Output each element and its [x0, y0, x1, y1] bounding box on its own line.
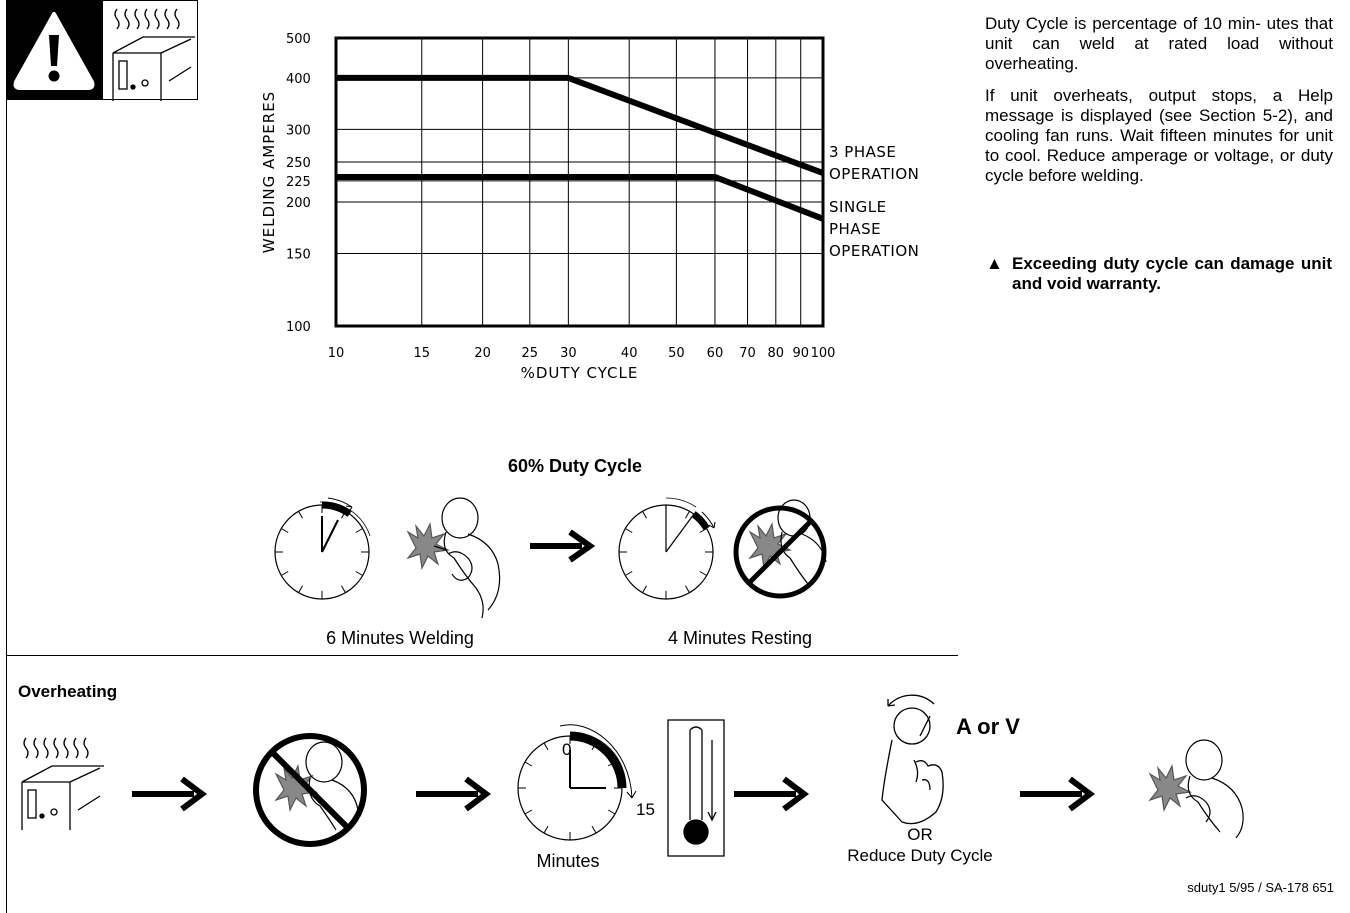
clock-tick [642, 511, 647, 519]
caution-text: Exceeding duty cycle can damage unit and… [1012, 254, 1332, 293]
hot-machine-icon [21, 737, 104, 830]
duty-cycle-description: Duty Cycle is percentage of 10 min- utes… [985, 14, 1333, 198]
chart-y-tick-label: 200 [286, 196, 311, 211]
clock-tick [642, 585, 647, 593]
chart-x-tick-label: 60 [707, 346, 724, 361]
chart-x-ticks: 10 15 20 25 30 40 50 60 70 80 90 100 [328, 346, 836, 361]
hot-machine-icon [112, 8, 195, 101]
welder-icon [1148, 739, 1244, 839]
chart-x-tick-label: 20 [474, 346, 491, 361]
chart-y-tick-label: 250 [286, 156, 311, 171]
arrow-right-icon [734, 776, 809, 812]
chart-y-tick-label: 150 [286, 247, 311, 262]
arrow-right-icon [132, 776, 207, 812]
chart-x-tick-label: 25 [522, 346, 539, 361]
description-paragraph-2: If unit overheats, output stops, a Help … [985, 86, 1333, 185]
no-welding-icon [253, 733, 367, 847]
chart-series-group [336, 74, 825, 222]
page-left-border [6, 0, 7, 913]
arrow-right-icon [530, 529, 596, 563]
clock-tick [281, 571, 289, 576]
chart-y-tick-label: 500 [286, 32, 311, 47]
hot-machine-icon-box [102, 0, 198, 101]
clock-tick [543, 825, 549, 834]
section-divider [6, 655, 958, 656]
chart-series-line [336, 74, 825, 176]
chart-series-label: OPERATION [829, 165, 919, 183]
chart-x-axis-label: %DUTY CYCLE [521, 364, 639, 382]
warning-icon-box [6, 0, 102, 100]
document-reference: sduty1 5/95 / SA-178 651 [1187, 880, 1334, 895]
arrow-right-icon [1020, 776, 1095, 812]
hand-knob-icon [881, 694, 944, 825]
chart-series-line [336, 173, 825, 222]
arrow-right-icon [416, 776, 491, 812]
chart-series-label: SINGLE [829, 198, 887, 216]
chart-y-tick-label: 100 [286, 320, 311, 335]
timer-clock-icon [517, 724, 637, 841]
clock-tick [607, 809, 616, 815]
clock-tick [685, 511, 690, 519]
duty-cycle-illustration [274, 497, 827, 619]
clock-tick [341, 585, 346, 593]
chart-series-labels: 3 PHASE OPERATION SINGLE PHASE OPERATION [829, 143, 919, 260]
clock-tick [699, 571, 707, 576]
description-paragraph-1: Duty Cycle is percentage of 10 min- utes… [985, 14, 1333, 73]
clock-tick [298, 511, 303, 519]
clock-tick [524, 809, 533, 815]
overheating-illustration [21, 694, 1244, 857]
chart-x-tick-label: 30 [560, 346, 577, 361]
clock-tick [281, 528, 289, 533]
resting-clock-icon [618, 497, 716, 600]
or-label: OR [907, 825, 933, 844]
chart-x-tick-label: 50 [668, 346, 685, 361]
resting-caption: 4 Minutes Resting [667, 628, 813, 648]
caution-triangle-icon: ▲ [986, 254, 1003, 273]
chart-y-tick-label: 400 [286, 72, 311, 87]
clock-tick [543, 742, 549, 751]
chart-y-ticks: 100 150 200 225 250 300 400 500 [286, 32, 311, 335]
chart-series-label: PHASE [829, 220, 881, 238]
clock-tick [625, 528, 633, 533]
warning-triangle-icon [13, 12, 95, 90]
clock-tick [298, 585, 303, 593]
chart-series-label: OPERATION [829, 242, 919, 260]
welder-icon [406, 497, 501, 619]
overheating-title: Overheating [18, 682, 118, 701]
chart-x-tick-label: 40 [621, 346, 638, 361]
chart-y-tick-label: 300 [286, 123, 311, 138]
chart-x-tick-label: 80 [768, 346, 785, 361]
timer-start-label: 0 [562, 740, 572, 759]
reduce-duty-cycle-label: Reduce Duty Cycle [847, 846, 993, 865]
clock-tick [685, 585, 690, 593]
chart-x-tick-label: 10 [328, 346, 345, 361]
chart-series-label: 3 PHASE [829, 143, 896, 161]
amperage-voltage-label: A or V [956, 714, 1020, 739]
clock-tick [355, 571, 363, 576]
clock-tick [625, 571, 633, 576]
minutes-caption: Minutes [536, 851, 600, 871]
chart-plot-frame [334, 36, 825, 328]
thermometer-icon [667, 719, 725, 857]
timer-end-label: 15 [636, 800, 655, 819]
chart-x-tick-label: 70 [739, 346, 756, 361]
clock-tick [591, 825, 597, 834]
clock-tick [524, 761, 533, 767]
chart-x-tick-label: 100 [811, 346, 836, 361]
chart-x-tick-label: 90 [792, 346, 809, 361]
welding-clock-icon [274, 497, 371, 600]
welding-caption: 6 Minutes Welding [326, 628, 474, 648]
clock-tick [355, 528, 363, 533]
chart-y-tick-label: 225 [286, 175, 311, 190]
no-welding-icon [733, 499, 827, 599]
chart-x-tick-label: 15 [413, 346, 430, 361]
chart-y-axis-label: WELDING AMPERES [260, 91, 278, 253]
duty-cycle-title: 60% Duty Cycle [508, 456, 643, 476]
